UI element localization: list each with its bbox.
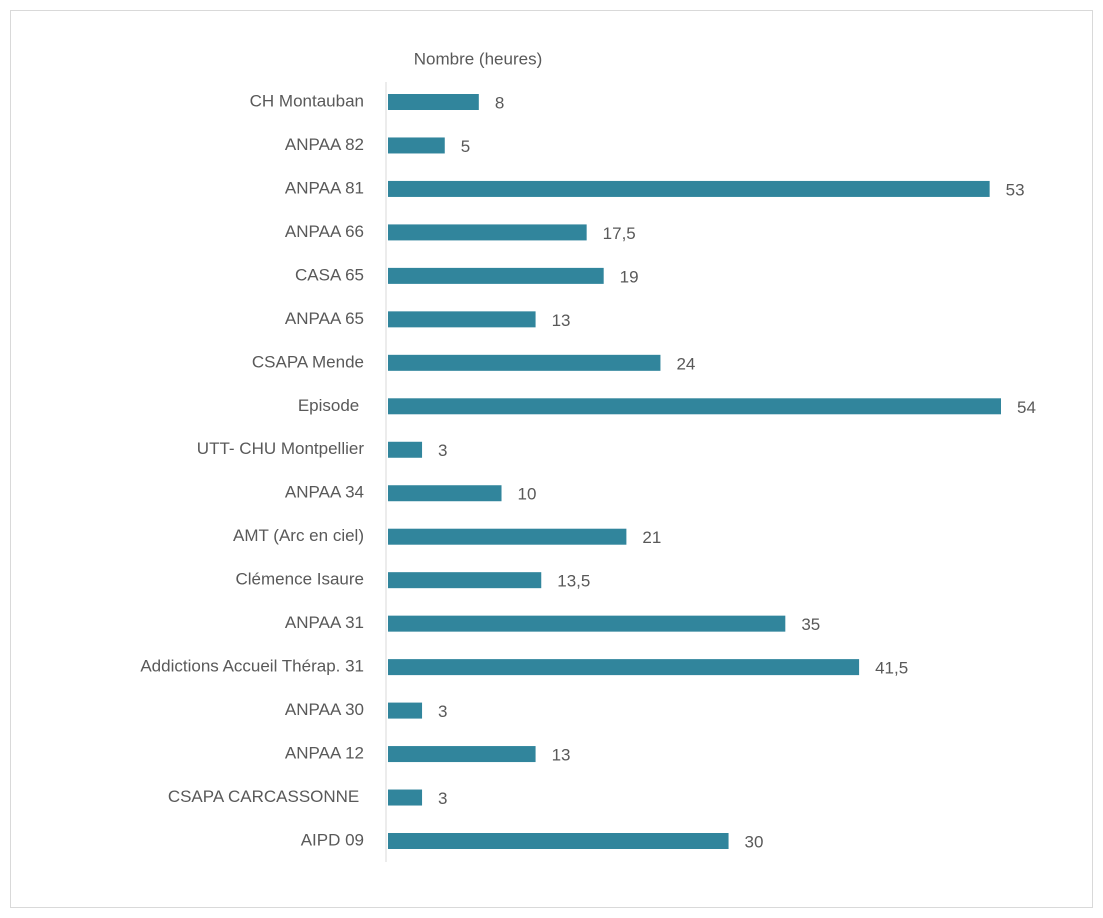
data-label: 13 [552,311,571,330]
data-label: 21 [642,528,661,547]
bar [388,94,479,110]
data-label: 35 [801,615,820,634]
category-label: ANPAA 34 [285,483,364,502]
category-label: ANPAA 30 [285,700,364,719]
bar [388,311,536,328]
category-label: ANPAA 12 [285,744,364,763]
data-label: 54 [1017,398,1036,417]
bar [388,398,1001,415]
data-label: 53 [1006,180,1025,199]
bar [388,354,661,371]
data-label: 13 [552,746,571,765]
bar [388,746,536,763]
bar [388,224,587,241]
category-label: CSAPA CARCASSONNE [168,787,364,806]
data-label: 19 [620,267,639,286]
bar [388,572,542,589]
bar [388,789,423,806]
category-label: Addictions Accueil Thérap. 31 [140,657,364,676]
category-label: ANPAA 66 [285,222,364,241]
data-label: 10 [518,485,537,504]
category-label: CSAPA Mende [252,352,364,371]
bar [388,180,990,197]
bar [388,615,786,632]
data-label: 3 [438,702,447,721]
data-label: 5 [461,137,470,156]
data-label: 3 [438,441,447,460]
data-label: 13,5 [557,572,590,591]
data-label: 41,5 [875,659,908,678]
category-label: AIPD 09 [301,830,364,849]
bar [388,441,423,458]
category-label: Clémence Isaure [235,570,364,589]
bar [388,267,604,284]
bar [388,833,729,849]
data-label: 3 [438,789,447,808]
category-label: ANPAA 65 [285,309,364,328]
category-label: Episode [298,396,364,415]
category-label: ANPAA 81 [285,178,364,197]
category-label: UTT- CHU Montpellier [197,439,365,458]
bar [388,528,627,545]
data-label: 30 [745,832,764,851]
category-label: CASA 65 [295,265,364,284]
data-label: 24 [676,354,695,373]
bar [388,485,502,502]
bar [388,137,445,154]
category-label: ANPAA 82 [285,135,364,154]
category-label: ANPAA 31 [285,613,364,632]
bar [388,659,860,676]
data-label: 17,5 [603,224,636,243]
chart-frame [10,10,1093,908]
bar [388,702,423,719]
category-label: CH Montauban [250,91,364,110]
category-label: AMT (Arc en ciel) [233,526,364,545]
data-label: 8 [495,93,504,112]
chart-title: Nombre (heures) [414,49,543,68]
